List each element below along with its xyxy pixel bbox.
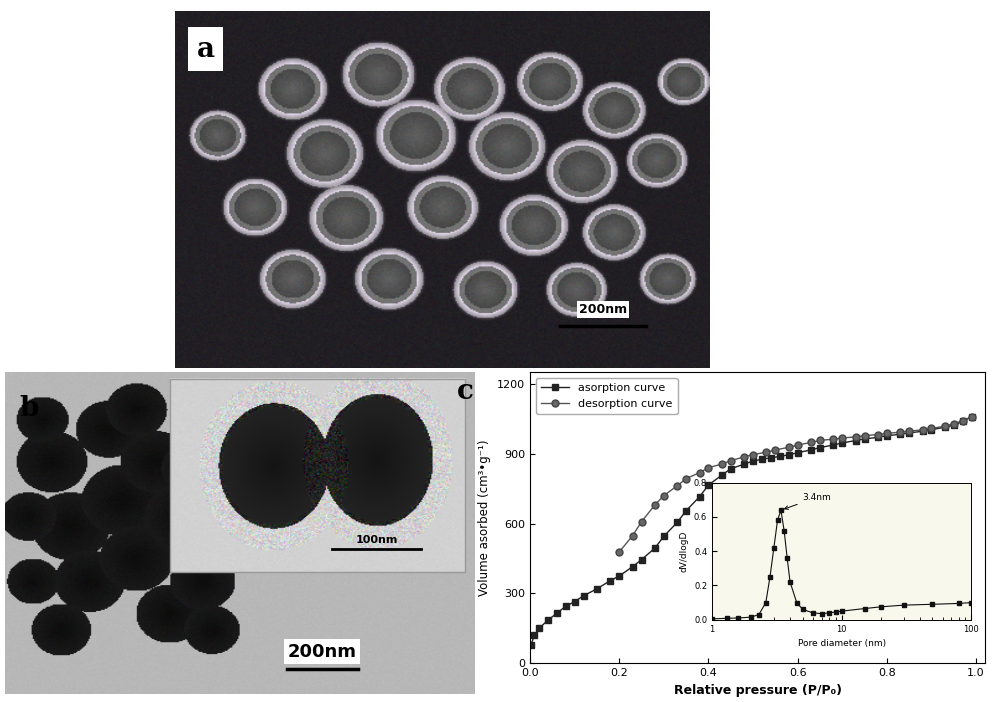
asorption curve — [649, 544, 661, 552]
Text: 200nm: 200nm — [579, 303, 627, 316]
desorption curve — [966, 413, 978, 421]
desorption curve — [872, 430, 884, 439]
asorption curve — [783, 451, 795, 459]
desorption curve — [694, 468, 706, 477]
asorption curve — [604, 576, 616, 585]
asorption curve — [680, 507, 692, 515]
asorption curve — [702, 481, 714, 489]
Text: 200nm: 200nm — [288, 642, 357, 661]
asorption curve — [948, 421, 960, 430]
Bar — [170, 378, 465, 572]
asorption curve — [528, 631, 540, 640]
desorption curve — [917, 425, 929, 434]
Legend: asorption curve, desorption curve: asorption curve, desorption curve — [536, 378, 678, 414]
desorption curve — [636, 517, 648, 526]
asorption curve — [850, 437, 862, 445]
asorption curve — [542, 616, 554, 625]
desorption curve — [903, 427, 915, 435]
Text: 100nm: 100nm — [355, 535, 398, 545]
desorption curve — [805, 438, 817, 446]
desorption curve — [716, 460, 728, 468]
asorption curve — [925, 425, 937, 434]
desorption curve — [850, 432, 862, 441]
desorption curve — [649, 501, 661, 509]
asorption curve — [957, 417, 969, 425]
desorption curve — [948, 420, 960, 428]
desorption curve — [627, 531, 639, 540]
desorption curve — [680, 475, 692, 483]
desorption curve — [738, 453, 750, 461]
desorption curve — [859, 432, 871, 440]
asorption curve — [894, 430, 906, 439]
asorption curve — [551, 609, 563, 618]
asorption curve — [627, 562, 639, 571]
asorption curve — [836, 439, 848, 447]
asorption curve — [658, 532, 670, 541]
asorption curve — [533, 624, 545, 633]
asorption curve — [814, 444, 826, 452]
desorption curve — [939, 422, 951, 430]
desorption curve — [836, 434, 848, 442]
desorption curve — [760, 448, 772, 456]
desorption curve — [702, 463, 714, 472]
asorption curve — [881, 432, 893, 440]
asorption curve — [725, 465, 737, 473]
desorption curve — [671, 482, 683, 490]
asorption curve — [966, 413, 978, 421]
asorption curve — [792, 449, 804, 457]
asorption curve — [872, 433, 884, 442]
asorption curve — [613, 571, 625, 580]
asorption curve — [747, 457, 759, 465]
desorption curve — [957, 416, 969, 425]
asorption curve — [569, 597, 581, 606]
desorption curve — [881, 429, 893, 437]
asorption curve — [827, 441, 839, 449]
desorption curve — [658, 491, 670, 500]
desorption curve — [814, 436, 826, 444]
desorption curve — [783, 443, 795, 451]
asorption curve — [917, 427, 929, 435]
asorption curve — [591, 585, 603, 593]
asorption curve — [716, 471, 728, 479]
asorption curve — [560, 602, 572, 611]
asorption curve — [756, 455, 768, 463]
desorption curve — [725, 456, 737, 465]
desorption curve — [747, 451, 759, 459]
asorption curve — [738, 460, 750, 468]
X-axis label: Relative pressure (P/P₀): Relative pressure (P/P₀) — [674, 684, 842, 697]
asorption curve — [525, 640, 537, 649]
asorption curve — [903, 429, 915, 437]
asorption curve — [578, 592, 590, 600]
asorption curve — [671, 518, 683, 526]
desorption curve — [894, 428, 906, 437]
asorption curve — [774, 452, 786, 461]
asorption curve — [636, 555, 648, 564]
desorption curve — [925, 424, 937, 432]
Line: desorption curve: desorption curve — [616, 413, 975, 555]
Line: asorption curve: asorption curve — [528, 413, 975, 648]
desorption curve — [792, 441, 804, 449]
Text: a: a — [196, 36, 214, 62]
Text: b: b — [19, 395, 38, 422]
asorption curve — [805, 446, 817, 454]
asorption curve — [694, 493, 706, 501]
desorption curve — [769, 446, 781, 454]
Y-axis label: Volume asorbed (cm³•g⁻¹): Volume asorbed (cm³•g⁻¹) — [478, 439, 491, 596]
asorption curve — [939, 423, 951, 432]
asorption curve — [859, 435, 871, 443]
desorption curve — [613, 548, 625, 556]
desorption curve — [827, 435, 839, 444]
asorption curve — [765, 453, 777, 462]
Text: c: c — [457, 378, 474, 405]
